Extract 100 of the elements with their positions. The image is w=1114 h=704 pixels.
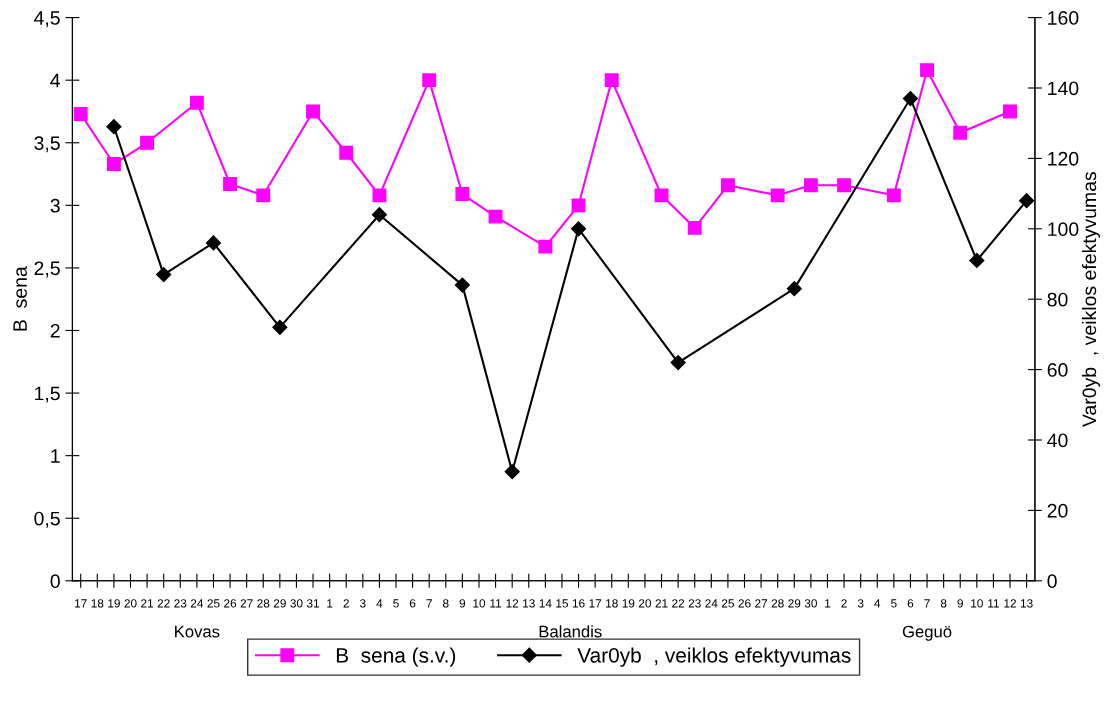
x-tick-label: 7 xyxy=(426,599,432,608)
point xyxy=(886,188,901,203)
y2-tick-label: 80 xyxy=(1047,292,1068,307)
x-tick-label: 1 xyxy=(327,599,333,608)
text: Kovas xyxy=(175,625,220,638)
y-axis-title: B sena xyxy=(13,266,27,331)
x-tick-label: 28 xyxy=(257,599,270,608)
point xyxy=(670,354,686,371)
x-tick-label: 11 xyxy=(490,599,502,608)
point xyxy=(803,178,818,193)
x-tick-label: 26 xyxy=(738,599,751,608)
x-tick-label: 27 xyxy=(755,599,768,608)
point xyxy=(786,281,802,297)
point xyxy=(106,157,121,171)
x-tick-label: 16 xyxy=(572,599,585,608)
point xyxy=(455,187,470,202)
y-tick-label: 3,5 xyxy=(34,136,60,153)
point xyxy=(140,135,155,150)
x-tick-label: 9 xyxy=(459,599,466,608)
x-tick-label: 8 xyxy=(443,599,449,608)
x-tick-label: 2 xyxy=(841,599,847,608)
point xyxy=(156,266,172,283)
x-tick-label: 29 xyxy=(788,599,801,608)
y-tick-label: 4 xyxy=(50,73,61,88)
text: Geguö xyxy=(902,625,952,641)
y2-axis-title: Var0yb , veiklos efektyvumas xyxy=(1081,172,1101,427)
x-tick-label: 3 xyxy=(857,599,864,608)
x-tick-label: 25 xyxy=(721,599,734,608)
x-tick-label: 2 xyxy=(343,599,349,608)
x-tick-label: 21 xyxy=(655,599,668,608)
point xyxy=(770,188,785,203)
x-tick-label: 14 xyxy=(539,599,552,608)
x-tick-label: 26 xyxy=(224,599,237,608)
point xyxy=(339,145,354,160)
y2-tick-label: 40 xyxy=(1047,433,1068,448)
y-tick-label: 1 xyxy=(51,449,60,463)
y-tick-label: 1,5 xyxy=(35,386,60,403)
x-tick-label: 29 xyxy=(273,599,286,608)
x-tick-label: 10 xyxy=(971,599,983,608)
x-tick-label: 18 xyxy=(606,599,618,608)
point xyxy=(969,252,985,269)
point xyxy=(504,464,520,480)
point xyxy=(454,277,470,293)
x-tick-label: 20 xyxy=(124,599,137,608)
x-tick-label: 11 xyxy=(988,599,999,608)
x-tick-label: 30 xyxy=(290,599,303,608)
x-tick-label: 22 xyxy=(157,599,170,608)
point xyxy=(538,239,553,254)
y-tick-label: 2 xyxy=(50,323,60,338)
x-tick-label: 13 xyxy=(523,599,535,608)
x-tick-label: 9 xyxy=(957,599,963,608)
point xyxy=(902,90,919,107)
y2-tick-label: 0 xyxy=(1047,574,1057,589)
x-tick-label: 3 xyxy=(359,599,366,608)
point xyxy=(1003,104,1017,119)
point xyxy=(1019,193,1035,209)
x-tick-label: 24 xyxy=(705,599,718,608)
y2-tick-label: 120 xyxy=(1048,151,1079,166)
point xyxy=(488,209,503,224)
point xyxy=(371,207,387,223)
text: Balandis xyxy=(539,625,602,638)
x-tick-label: 13 xyxy=(1020,599,1033,608)
y-tick-label: 2,5 xyxy=(34,261,60,278)
y2-tick-label: 20 xyxy=(1047,503,1068,518)
point xyxy=(837,178,852,193)
legend-label: B sena (s.v.) xyxy=(336,647,456,667)
y-tick-label: 4,5 xyxy=(34,11,60,28)
x-tick-label: 5 xyxy=(891,599,897,608)
x-tick-label: 10 xyxy=(473,599,486,608)
point xyxy=(654,188,669,203)
point xyxy=(189,95,204,110)
y2-tick-label: 100 xyxy=(1048,222,1079,237)
x-tick-label: 6 xyxy=(907,599,914,608)
x-tick-label: 23 xyxy=(174,599,187,608)
x-tick-label: 25 xyxy=(207,599,220,608)
point xyxy=(570,221,587,237)
point xyxy=(205,235,222,251)
x-tick-label: 24 xyxy=(190,599,204,608)
point xyxy=(720,178,735,193)
point xyxy=(272,319,288,335)
x-tick-label: 17 xyxy=(75,599,87,608)
x-tick-label: 20 xyxy=(638,599,652,608)
point xyxy=(571,198,586,213)
x-tick-label: 30 xyxy=(804,599,817,608)
x-tick-label: 7 xyxy=(924,599,930,608)
point xyxy=(604,73,619,88)
x-tick-label: 31 xyxy=(306,599,320,608)
x-tick-label: 12 xyxy=(1004,599,1016,608)
x-tick-label: 4 xyxy=(874,599,881,608)
x-tick-label: 17 xyxy=(589,599,602,608)
x-tick-label: 18 xyxy=(91,599,104,608)
point xyxy=(306,104,320,119)
x-tick-label: 4 xyxy=(376,599,383,608)
x-tick-label: 1 xyxy=(825,599,831,608)
x-tick-label: 22 xyxy=(672,599,685,608)
point xyxy=(372,188,387,203)
x-tick-label: 19 xyxy=(108,599,120,608)
point xyxy=(256,188,271,203)
point xyxy=(953,125,968,140)
x-tick-label: 28 xyxy=(771,599,784,608)
